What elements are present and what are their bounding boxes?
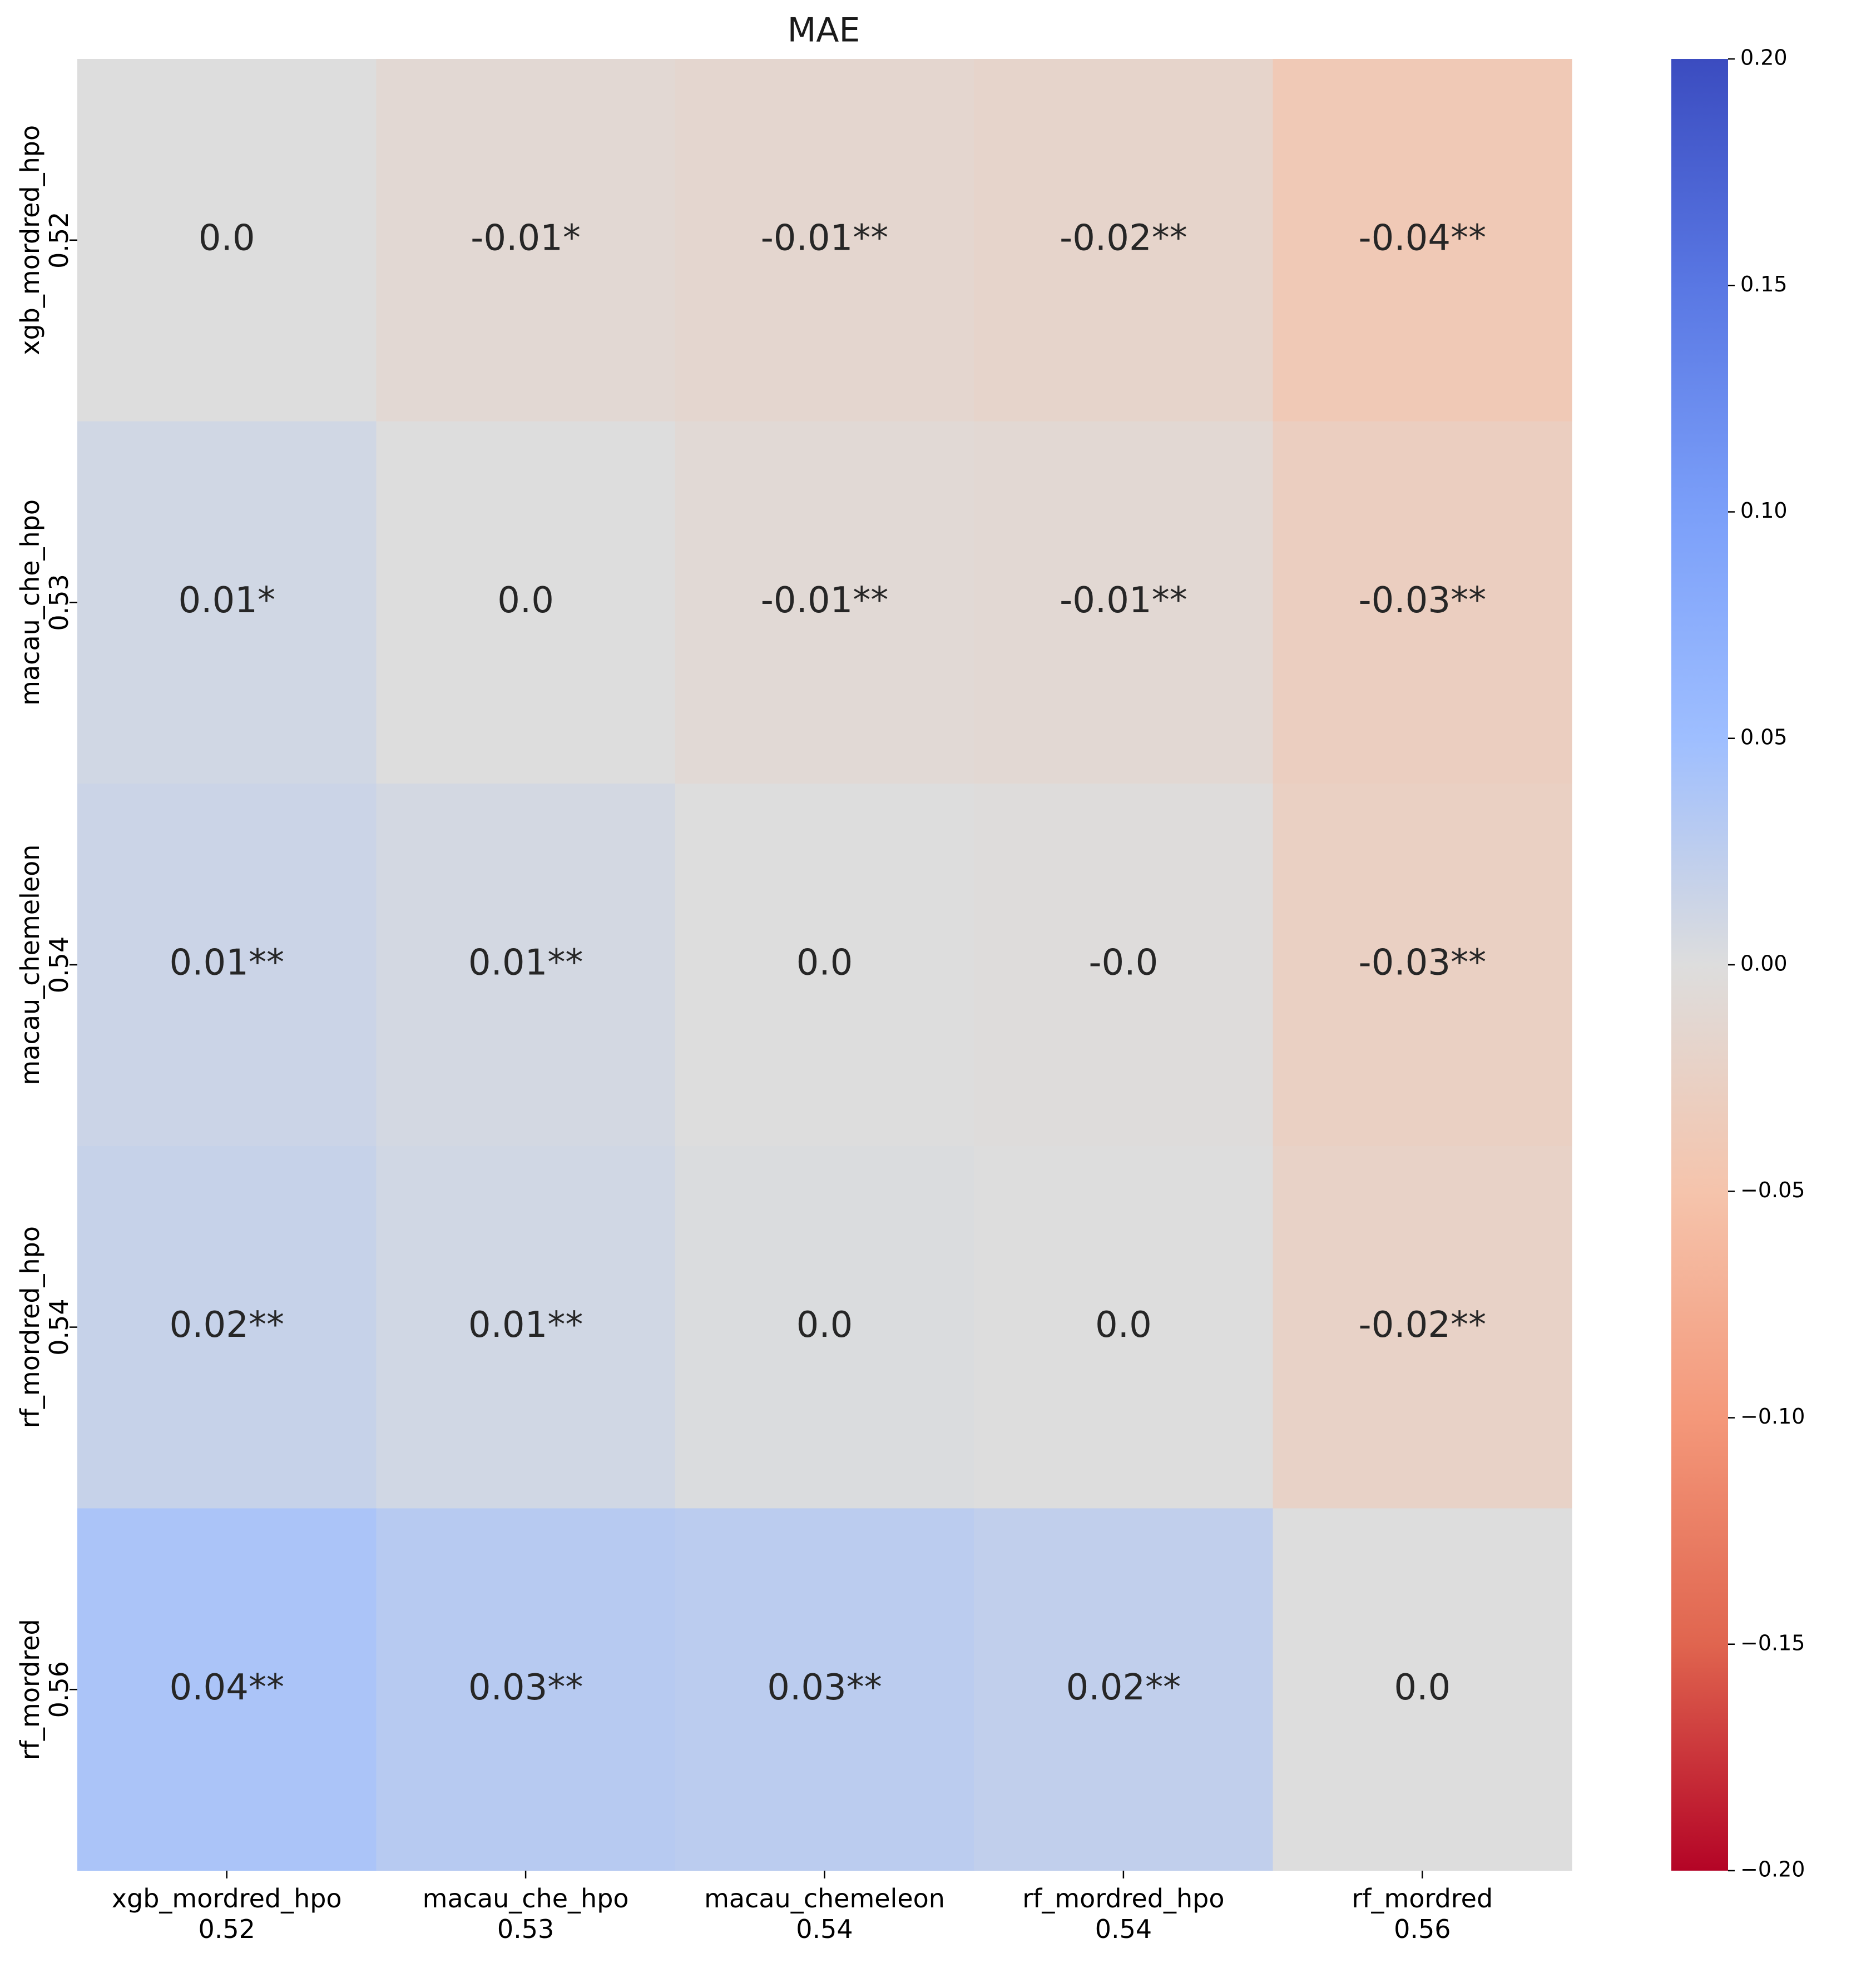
x-tick-label-2: macau_chemeleon (704, 1883, 945, 1913)
heatmap-cell-r2-c0 (77, 784, 377, 1147)
heatmap-cell-r0-c1 (376, 59, 676, 422)
y-tick-score-0: 0.52 (44, 212, 74, 269)
heatmap-cell-r4-c1 (376, 1508, 676, 1871)
cell-annotation-r0-c0: 0.0 (199, 217, 255, 259)
heatmap-cell-r3-c4 (1273, 1146, 1572, 1509)
heatmap-cell-r3-c2 (675, 1146, 974, 1509)
y-axis-ticks: xgb_mordred_hpo0.52macau_che_hpo0.53maca… (15, 125, 77, 1760)
y-tick-label-1: macau_che_hpo (15, 499, 45, 706)
heatmap-annotations: 0.0 -0.01* -0.01** -0.02** -0.04** 0.01* 0.0 -0… (169, 217, 1486, 1708)
cell-annotation-r4-c4: 0.0 (1394, 1667, 1451, 1708)
colorbar-tick-label-3: 0.05 (1740, 725, 1788, 749)
y-tick-label-0: xgb_mordred_hpo (15, 125, 45, 355)
heatmap-cell-r2-c3 (974, 784, 1274, 1147)
cell-annotation-r1-c3: -0.01** (1060, 580, 1187, 621)
colorbar-tick-label-5: −0.05 (1740, 1178, 1805, 1202)
x-tick-score-1: 0.53 (497, 1914, 554, 1944)
y-tick-score-1: 0.53 (44, 574, 74, 631)
colorbar-tick-label-4: 0.00 (1740, 951, 1788, 976)
heatmap-cell-r3-c3 (974, 1146, 1274, 1509)
heatmap-cell-r4-c3 (974, 1508, 1274, 1871)
heatmap-cell-r1-c1 (376, 421, 676, 784)
cell-annotation-r4-c1: 0.03** (468, 1667, 583, 1708)
colorbar-tick-label-2: 0.10 (1740, 498, 1788, 523)
y-tick-label-3: rf_mordred_hpo (15, 1226, 45, 1428)
x-tick-label-3: rf_mordred_hpo (1022, 1883, 1224, 1913)
cell-annotation-r4-c3: 0.02** (1066, 1667, 1181, 1708)
colorbar-tick-label-7: −0.15 (1740, 1630, 1805, 1655)
heatmap-cell-r0-c2 (675, 59, 974, 422)
heatmap-cell-r1-c0 (77, 421, 377, 784)
cell-annotation-r2-c4: -0.03** (1359, 943, 1487, 984)
cell-annotation-r1-c1: 0.0 (497, 580, 554, 621)
heatmap-cells (77, 59, 1572, 1871)
colorbar-tick-label-0: 0.20 (1740, 46, 1788, 70)
cell-annotation-r2-c2: 0.0 (796, 943, 853, 984)
y-tick-score-4: 0.56 (44, 1661, 74, 1718)
y-tick-label-2: macau_chemeleon (15, 845, 45, 1085)
heatmap-cell-r1-c4 (1273, 421, 1572, 784)
heatmap-cell-r0-c4 (1273, 59, 1572, 422)
cell-annotation-r2-c3: -0.0 (1088, 943, 1158, 984)
colorbar-tick-label-8: −0.20 (1740, 1857, 1805, 1882)
heatmap-cell-r4-c2 (675, 1508, 974, 1871)
colorbar-tick-label-1: 0.15 (1740, 272, 1788, 296)
colorbar-gradient (1671, 59, 1728, 1871)
cell-annotation-r2-c1: 0.01** (468, 943, 583, 984)
heatmap-cell-r0-c0 (77, 59, 377, 422)
cell-annotation-r3-c3: 0.0 (1095, 1305, 1152, 1346)
heatmap-cell-r0-c3 (974, 59, 1274, 422)
cell-annotation-r2-c0: 0.01** (169, 943, 284, 984)
heatmap-cell-r2-c2 (675, 784, 974, 1147)
x-tick-score-2: 0.54 (796, 1914, 853, 1944)
cell-annotation-r4-c2: 0.03** (767, 1667, 882, 1708)
x-tick-score-4: 0.56 (1394, 1914, 1451, 1944)
x-tick-score-3: 0.54 (1095, 1914, 1152, 1944)
y-tick-score-2: 0.54 (44, 936, 74, 993)
cell-annotation-r3-c1: 0.01** (468, 1305, 583, 1346)
cell-annotation-r0-c2: -0.01** (761, 217, 889, 259)
cell-annotation-r0-c4: -0.04** (1359, 217, 1487, 259)
heatmap-cell-r4-c0 (77, 1508, 377, 1871)
cell-annotation-r3-c4: -0.02** (1359, 1305, 1487, 1346)
heatmap-cell-r1-c2 (675, 421, 974, 784)
heatmap-cell-r3-c0 (77, 1146, 377, 1509)
heatmap-cell-r3-c1 (376, 1146, 676, 1509)
x-tick-label-4: rf_mordred (1352, 1883, 1493, 1913)
colorbar: 0.20 0.15 0.10 0.05 0.00 −0.05 −0.10 −0.15 −0.20 (1671, 46, 1805, 1882)
x-tick-label-1: macau_che_hpo (423, 1883, 629, 1913)
cell-annotation-r1-c0: 0.01* (178, 580, 275, 621)
cell-annotation-r0-c1: -0.01* (471, 217, 581, 259)
cell-annotation-r4-c0: 0.04** (169, 1667, 284, 1708)
heatmap-cell-r2-c1 (376, 784, 676, 1147)
heatmap-cell-r2-c4 (1273, 784, 1572, 1147)
x-tick-label-0: xgb_mordred_hpo (112, 1883, 342, 1913)
cell-annotation-r3-c2: 0.0 (796, 1305, 853, 1346)
y-tick-score-3: 0.54 (44, 1298, 74, 1355)
cell-annotation-r1-c2: -0.01** (761, 580, 889, 621)
x-tick-score-0: 0.52 (198, 1914, 255, 1944)
cell-annotation-r1-c4: -0.03** (1359, 580, 1487, 621)
colorbar-tick-label-6: −0.10 (1740, 1404, 1805, 1429)
y-tick-label-4: rf_mordred (15, 1619, 45, 1760)
chart-title: MAE (788, 11, 860, 50)
heatmap-cell-r1-c3 (974, 421, 1274, 784)
cell-annotation-r0-c3: -0.02** (1060, 217, 1187, 259)
cell-annotation-r3-c0: 0.02** (169, 1305, 284, 1346)
heatmap-cell-r4-c4 (1273, 1508, 1572, 1871)
